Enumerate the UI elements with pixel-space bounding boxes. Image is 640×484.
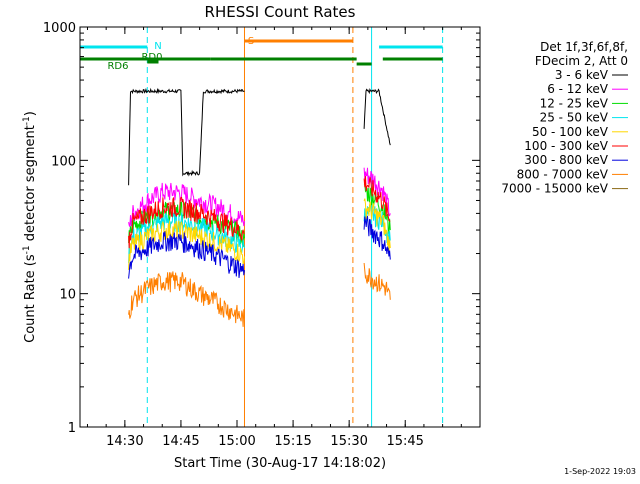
series-line	[363, 198, 391, 255]
series-lines	[128, 87, 391, 327]
x-tick-label: 15:45	[386, 434, 423, 449]
series-line	[128, 211, 245, 263]
x-axis-ticks: 14:30 14:45 15:00 15:15 15:30 15:45	[86, 27, 481, 449]
y-label-sup1: -1	[22, 245, 32, 254]
x-tick-label: 14:30	[106, 434, 143, 449]
status-flag-label: S	[248, 36, 254, 47]
y-label-main: Count Rate (s	[23, 254, 38, 343]
legend-item-label: 3 - 6 keV	[555, 68, 609, 82]
series-line	[128, 271, 245, 327]
legend-item-label: 25 - 50 keV	[540, 111, 609, 125]
status-flag-label: RD0	[141, 52, 162, 63]
series-line	[128, 231, 245, 279]
y-axis-label: Count Rate (s-1 detector segment-1)	[22, 111, 38, 343]
footer-timestamp: 1-Sep-2022 19:03	[564, 467, 636, 476]
y-tick-label: 1	[68, 421, 76, 436]
x-tick-label: 15:30	[330, 434, 367, 449]
status-flag-label: N	[154, 41, 161, 52]
y-tick-label: 10	[59, 288, 76, 303]
legend-item-label: 6 - 12 keV	[547, 82, 609, 96]
y-label-mid: detector segment	[23, 125, 38, 245]
y-label-sup2: -1	[22, 116, 32, 125]
y-axis-ticks: 1 10 100 1000	[43, 21, 480, 436]
plot-frame	[79, 26, 481, 428]
chart-title: RHESSI Count Rates	[205, 3, 356, 21]
legend-item-label: 100 - 300 keV	[524, 139, 608, 153]
series-line	[363, 262, 391, 300]
legend-item-label: 12 - 25 keV	[540, 96, 609, 110]
legend-header-line-2: FDecim 2, Att 0	[535, 54, 628, 68]
series-line	[128, 220, 245, 270]
x-tick-label: 15:15	[274, 434, 311, 449]
legend-item-label: 7000 - 15000 keV	[501, 182, 608, 196]
legend-header-line-1: Det 1f,3f,6f,8f,	[540, 40, 628, 54]
series-line	[363, 167, 391, 217]
status-flag-label: RD6	[107, 61, 128, 72]
y-tick-label: 100	[51, 154, 76, 169]
x-axis-label: Start Time (30-Aug-17 14:18:02)	[174, 456, 386, 471]
x-tick-label: 15:00	[218, 434, 255, 449]
legend-item-label: 300 - 800 keV	[524, 153, 608, 167]
x-tick-label: 14:45	[162, 434, 199, 449]
series-line	[363, 176, 391, 222]
series-line	[128, 87, 245, 186]
series-line	[128, 196, 245, 249]
series-line	[363, 216, 391, 260]
legend-item-label: 800 - 7000 keV	[517, 167, 609, 181]
legend-item-label: 50 - 100 keV	[532, 125, 609, 139]
series-line	[363, 88, 391, 146]
y-label-end: )	[23, 111, 38, 116]
y-tick-label: 1000	[43, 21, 76, 36]
